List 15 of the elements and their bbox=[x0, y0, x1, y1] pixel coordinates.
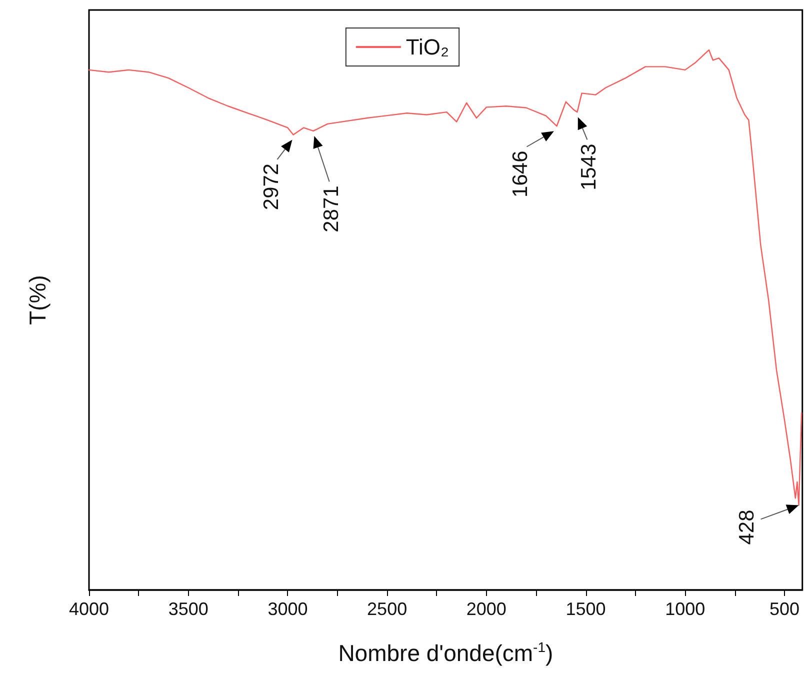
annotation: 2972 bbox=[260, 163, 283, 210]
x-tick-label: 2000 bbox=[466, 599, 506, 619]
x-tick-label: 500 bbox=[769, 599, 800, 619]
legend-label: TiO₂ bbox=[406, 34, 450, 60]
annotation: 1543 bbox=[578, 144, 601, 190]
x-tick-label: 4000 bbox=[68, 599, 110, 619]
annotation: 2871 bbox=[320, 186, 343, 232]
x-tick-label: 3000 bbox=[268, 599, 308, 619]
annotation: 428 bbox=[735, 510, 758, 545]
annotation: 1646 bbox=[509, 150, 532, 198]
x-tick-label: 3500 bbox=[168, 599, 208, 619]
x-tick-label: 1000 bbox=[665, 599, 706, 619]
y-axis-title: T(%) bbox=[24, 275, 50, 325]
x-tick-label: 2500 bbox=[367, 599, 408, 619]
x-tick-label: 1500 bbox=[566, 599, 606, 619]
